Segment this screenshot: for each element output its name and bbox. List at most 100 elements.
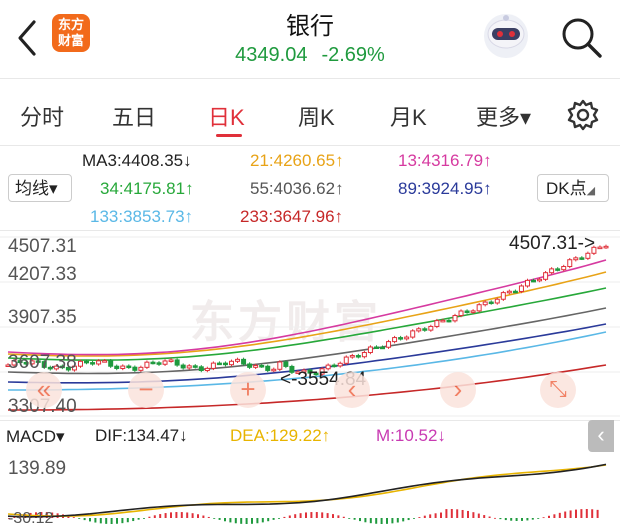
ma233-value: 233:3647.96↑ (240, 207, 344, 226)
kline-chart[interactable] (0, 232, 620, 422)
candle-body (331, 364, 337, 368)
scroll-right-button[interactable]: › (440, 372, 476, 408)
macd-bar (537, 518, 540, 519)
candle-body (247, 363, 253, 368)
candle-body (5, 364, 11, 368)
ma21-value: 21:4260.65↑ (250, 151, 344, 170)
candle-body (500, 292, 506, 300)
macd-chart[interactable] (0, 452, 620, 525)
candle-body (283, 361, 289, 367)
y-label: 3907.35 (8, 307, 77, 328)
macd-bar (170, 512, 172, 518)
macd-bar (467, 510, 469, 518)
candle-body (561, 266, 567, 271)
macd-bar (305, 512, 307, 518)
ma13-value: 13:4316.79↑ (398, 151, 492, 170)
macd-bar (515, 518, 518, 521)
candle-body (428, 325, 434, 331)
macd-bar (191, 513, 194, 518)
scroll-left-button[interactable]: ‹ (334, 372, 370, 408)
macd-bar (105, 518, 108, 524)
macd-bar (342, 516, 345, 518)
divider (0, 230, 620, 231)
macd-bar (477, 513, 480, 518)
macd-bar (224, 518, 226, 522)
candle-body (23, 361, 29, 365)
dif-line (7, 463, 607, 518)
macd-bar (72, 517, 75, 518)
macd-bar (332, 514, 334, 518)
macd-bar (143, 518, 145, 519)
app-logo: 东方 财富 (52, 14, 90, 52)
macd-bar (126, 518, 129, 523)
fullscreen-button[interactable]: ⤡ (540, 372, 576, 408)
macd-bar (283, 516, 286, 518)
candle-body (549, 268, 555, 274)
tab-five-day[interactable]: 五日 (112, 105, 157, 130)
macd-bar (375, 518, 378, 524)
candle-body (361, 352, 367, 358)
macd-bar (526, 518, 529, 521)
candle-body (452, 315, 458, 322)
macd-bar (229, 518, 232, 523)
tab-daily-k[interactable]: 日K (208, 105, 245, 130)
zoom-in-button[interactable]: + (230, 372, 266, 408)
y-label-max: 4507.31 (8, 236, 77, 257)
zoom-out-button[interactable]: − (128, 372, 164, 408)
candle-body (392, 337, 398, 343)
candle-body (41, 361, 47, 368)
candle-body (162, 360, 168, 365)
candle-body (488, 301, 494, 305)
scroll-to-start-button[interactable]: « (26, 372, 62, 408)
macd-bar (13, 516, 16, 518)
max-price-annotation: 4507.31-> (509, 233, 596, 254)
macd-bar (78, 518, 81, 519)
macd-bar (272, 518, 275, 520)
macd-bar (521, 518, 523, 521)
macd-bar (450, 509, 453, 518)
back-arrow-icon[interactable] (8, 16, 48, 60)
dk-point-button[interactable]: DK点◢ (537, 174, 609, 202)
tab-more[interactable]: 更多▾ (476, 105, 532, 130)
macd-bar (267, 518, 270, 522)
candle-body (108, 360, 114, 367)
tab-monthly-k[interactable]: 月K (390, 105, 427, 130)
search-icon[interactable] (558, 14, 604, 60)
divider (0, 145, 620, 146)
tab-weekly-k[interactable]: 周K (298, 105, 335, 130)
candle-body (434, 320, 440, 327)
y-label: 3607.38 (8, 352, 77, 373)
macd-bar (45, 512, 48, 518)
index-change: -2.69% (321, 44, 385, 66)
macd-bar (51, 512, 54, 518)
assistant-robot-icon[interactable] (480, 10, 532, 62)
macd-bar (369, 518, 372, 524)
macd-bar (440, 512, 442, 518)
candle-body (259, 364, 265, 368)
macd-bar (110, 518, 113, 524)
macd-bar (542, 517, 545, 519)
candle-body (210, 362, 216, 369)
candle-body (120, 365, 126, 369)
macd-bar (175, 512, 178, 518)
macd-bar (116, 518, 118, 524)
candle-body (543, 272, 549, 280)
collapse-panel-button[interactable]: ‹ (588, 420, 614, 452)
tab-intraday[interactable]: 分时 (20, 105, 65, 130)
m-value: M:10.52↓ (376, 426, 446, 445)
gear-icon[interactable] (566, 98, 600, 132)
candle-body (11, 360, 17, 366)
macd-bar (402, 518, 405, 522)
macd-bar (94, 518, 97, 523)
candle-body (228, 360, 234, 366)
macd-bar (553, 514, 556, 518)
ma133-value: 133:3853.73↑ (90, 207, 194, 226)
ma89-value: 89:3924.95↑ (398, 179, 492, 198)
candle-body (410, 330, 416, 338)
ma-selector-button[interactable]: 均线▾ (8, 174, 72, 202)
macd-selector-button[interactable]: MACD▾ (6, 427, 65, 446)
macd-bar (348, 518, 351, 519)
macd-bar (596, 509, 599, 518)
candle-body (126, 365, 132, 369)
candle-body (186, 365, 192, 369)
